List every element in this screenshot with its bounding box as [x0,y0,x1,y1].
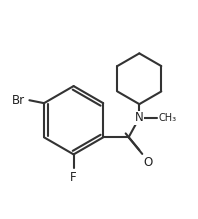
Text: Br: Br [12,94,26,107]
Text: CH₃: CH₃ [159,113,177,123]
Text: N: N [135,111,144,124]
Text: O: O [143,156,152,169]
Text: F: F [70,171,77,184]
